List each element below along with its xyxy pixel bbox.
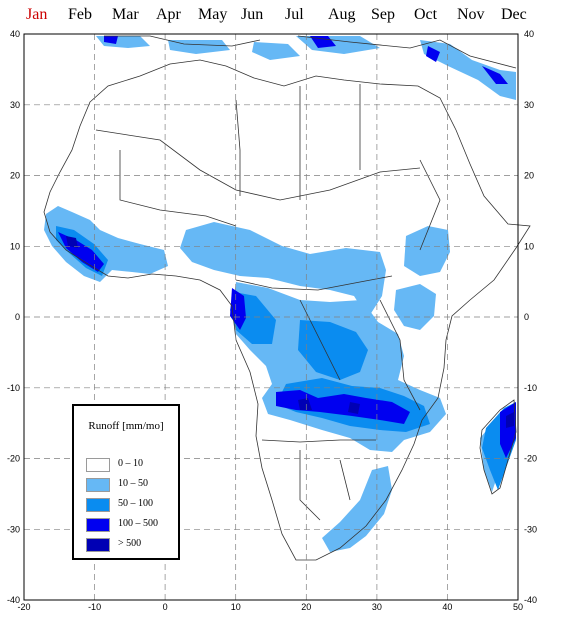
legend-swatch: [86, 498, 110, 512]
lon-tick-label: 50: [513, 602, 523, 612]
month-selector: Jan Feb Mar Apr May Jun Jul Aug Sep Oct Nov Dec: [0, 0, 568, 32]
lon-tick-label: -10: [88, 602, 101, 612]
month-may[interactable]: May: [198, 6, 228, 23]
lat-tick-label-left: -20: [7, 454, 20, 464]
legend-swatch: [86, 458, 110, 472]
latitude-tick-labels-right: 40 30 20 10 0 -10 -20 -30 -40: [524, 29, 537, 605]
africa-outline: [43, 35, 531, 561]
legend-item: 0 – 10: [86, 458, 176, 472]
legend-swatch: [86, 478, 110, 492]
runoff-central-belt: [180, 222, 386, 318]
legend-label: 100 – 500: [118, 518, 158, 529]
lat-tick-label-left: 0: [15, 312, 20, 322]
lon-tick-label: 10: [231, 602, 241, 612]
runoff-angola-zambia: [276, 390, 410, 424]
month-apr[interactable]: Apr: [156, 6, 181, 23]
lat-tick-label-left: 30: [10, 100, 20, 110]
map-frame: [23, 33, 519, 601]
lat-tick-label-left: 10: [10, 241, 20, 251]
lat-tick-label-right: -30: [524, 524, 537, 534]
month-feb[interactable]: Feb: [68, 6, 92, 23]
legend-swatch: [86, 518, 110, 532]
runoff-north-coast: [96, 36, 516, 100]
lat-tick-label-right: -10: [524, 383, 537, 393]
legend: Runoff [mm/mo] 0 – 10 10 – 50 50 – 100 100 …: [72, 404, 180, 560]
legend-swatch: [86, 538, 110, 552]
country-border-sahara: [119, 84, 441, 251]
graticule: [24, 34, 518, 600]
month-nov[interactable]: Nov: [457, 6, 485, 23]
madagascar-coastline: [479, 399, 517, 495]
runoff-fill: [44, 36, 516, 552]
legend-label: 10 – 50: [118, 478, 148, 489]
country-border-south: [261, 439, 376, 521]
month-jan[interactable]: Jan: [26, 6, 48, 23]
lon-tick-label: 20: [301, 602, 311, 612]
latitude-tick-labels-left: 40 30 20 10 0 -10 -20 -30 -40: [7, 29, 20, 605]
month-sep[interactable]: Sep: [371, 6, 395, 23]
continent-coastline: [43, 59, 531, 561]
lon-tick-label: -20: [17, 602, 30, 612]
legend-item: > 500: [86, 538, 176, 552]
runoff-southeast: [322, 466, 392, 552]
country-border-north: [95, 129, 421, 201]
lat-tick-label-left: -10: [7, 383, 20, 393]
lat-tick-label-left: 40: [10, 29, 20, 39]
legend-label: > 500: [118, 538, 142, 549]
runoff-cameroon: [230, 288, 246, 330]
month-aug[interactable]: Aug: [328, 6, 356, 23]
lat-tick-label-right: -40: [524, 595, 537, 605]
europe-coastline: [104, 35, 517, 69]
legend-item: 50 – 100: [86, 498, 176, 512]
month-mar[interactable]: Mar: [112, 6, 139, 23]
legend-title: Runoff [mm/mo]: [88, 420, 164, 432]
lat-tick-label-left: -40: [7, 595, 20, 605]
longitude-tick-labels: -20 -10 0 10 20 30 40 50: [17, 602, 523, 612]
lat-tick-label-right: 30: [524, 100, 534, 110]
legend-item: 10 – 50: [86, 478, 176, 492]
legend-label: 0 – 10: [118, 458, 143, 469]
country-border-central: [235, 275, 421, 411]
lat-tick-label-right: 20: [524, 171, 534, 181]
lat-tick-label-left: -30: [7, 524, 20, 534]
runoff-east-africa: [394, 284, 436, 330]
legend-item: 100 – 500: [86, 518, 176, 532]
lon-tick-label: 30: [372, 602, 382, 612]
month-dec[interactable]: Dec: [501, 6, 527, 23]
runoff-congo-east: [298, 320, 368, 380]
legend-label: 50 – 100: [118, 498, 153, 509]
runoff-west-africa: [44, 206, 168, 282]
month-oct[interactable]: Oct: [414, 6, 438, 23]
lat-tick-label-left: 20: [10, 171, 20, 181]
lat-tick-label-right: 40: [524, 29, 534, 39]
lon-tick-label: 0: [163, 602, 168, 612]
month-jul[interactable]: Jul: [285, 6, 304, 23]
lat-tick-label-right: 10: [524, 241, 534, 251]
lat-tick-label-right: -20: [524, 454, 537, 464]
lon-tick-label: 40: [442, 602, 452, 612]
runoff-ethiopia: [404, 226, 450, 276]
month-jun[interactable]: Jun: [241, 6, 264, 23]
lat-tick-label-right: 0: [524, 312, 529, 322]
